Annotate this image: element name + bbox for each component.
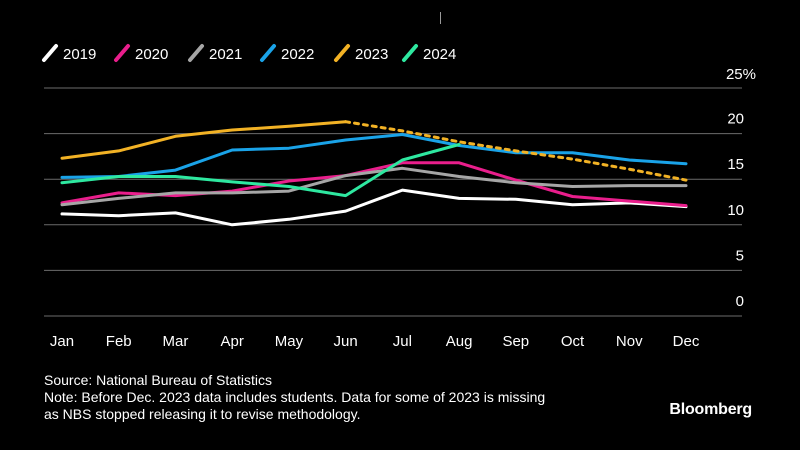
legend-swatch-2019 <box>42 44 58 62</box>
x-tick-dec: Dec <box>673 333 700 350</box>
legend-label-2022: 2022 <box>281 46 314 63</box>
y-tick-20: 20 <box>727 111 744 128</box>
y-tick-0: 0 <box>736 293 744 310</box>
footnote-line-1: Note: Before Dec. 2023 data includes stu… <box>44 389 546 405</box>
source-note: Source: National Bureau of Statistics <box>44 372 273 388</box>
x-tick-oct: Oct <box>561 333 585 350</box>
x-tick-apr: Apr <box>221 333 244 350</box>
series-line-2021 <box>60 166 688 207</box>
legend-swatch-2023 <box>334 44 350 62</box>
y-tick-10: 10 <box>727 202 744 219</box>
x-tick-mar: Mar <box>163 333 189 350</box>
x-tick-feb: Feb <box>106 333 132 350</box>
y-tick-15: 15 <box>727 156 744 173</box>
y-tick-5: 5 <box>736 247 744 264</box>
series-line-2023 <box>60 120 348 160</box>
legend-label-2020: 2020 <box>135 46 168 63</box>
x-tick-jun: Jun <box>334 333 358 350</box>
legend-label-2021: 2021 <box>209 46 242 63</box>
x-tick-may: May <box>275 333 304 350</box>
legend-label-2023: 2023 <box>355 46 388 63</box>
x-tick-sep: Sep <box>502 333 529 350</box>
x-tick-aug: Aug <box>446 333 473 350</box>
legend-label-2019: 2019 <box>63 46 96 63</box>
series-line-2019 <box>60 188 688 227</box>
series-line-2022 <box>60 133 688 179</box>
legend-swatch-2021 <box>188 44 204 62</box>
x-axis-ticks: Jan Feb Mar Apr May Jun Jul Aug Sep Oct Nov Dec <box>50 333 700 350</box>
legend-swatch-2020 <box>114 44 130 62</box>
top-divider-tick <box>440 12 441 24</box>
legend-swatch-2022 <box>260 44 276 62</box>
series-layer <box>60 120 688 227</box>
grid-layer <box>44 87 742 317</box>
series-line-2023-estimated <box>344 120 688 182</box>
x-tick-nov: Nov <box>616 333 643 350</box>
series-line-2024 <box>60 143 461 198</box>
x-tick-jul: Jul <box>393 333 412 350</box>
footnote-line-2: as NBS stopped releasing it to revise me… <box>44 406 361 422</box>
bloomberg-logo: Bloomberg <box>669 401 752 418</box>
x-tick-jan: Jan <box>50 333 74 350</box>
legend-swatch-2024 <box>402 44 418 62</box>
y-axis-ticks: 0 5 10 15 20 <box>727 111 744 310</box>
legend: 2019 2020 2021 2022 2023 2024 <box>42 44 456 63</box>
y-axis-unit-label: 25% <box>726 66 756 83</box>
legend-label-2024: 2024 <box>423 46 456 63</box>
